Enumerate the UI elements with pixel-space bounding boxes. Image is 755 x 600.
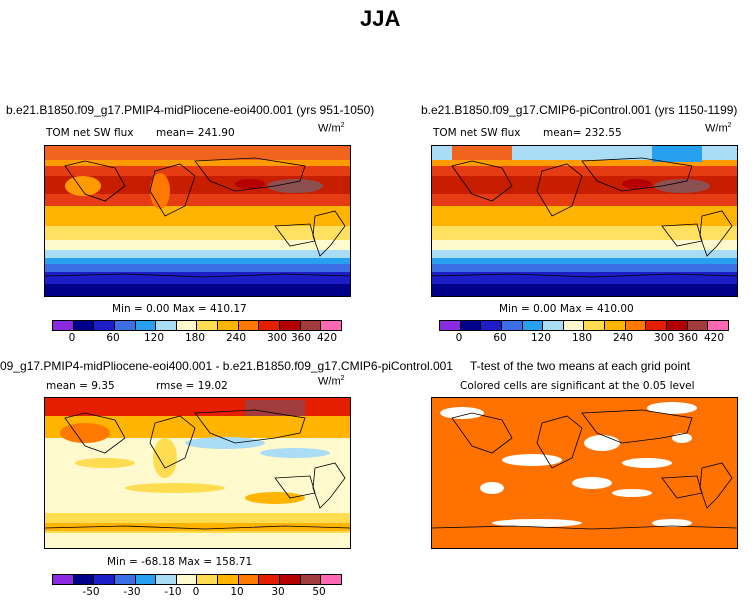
colorbar-tick: -50 xyxy=(82,586,100,598)
mean-label: mean= 232.55 xyxy=(543,127,622,139)
colorbar-swatch xyxy=(176,321,198,330)
colorbar-swatch xyxy=(687,321,709,330)
colorbar-swatch xyxy=(646,321,668,330)
colorbar-swatch xyxy=(156,321,177,330)
map-pliocene-sw-flux xyxy=(44,145,351,297)
colorbar-swatch xyxy=(176,575,198,584)
colorbar-swatch xyxy=(114,321,136,330)
colorbar-tick: 0 xyxy=(192,586,200,598)
colorbar-swatch xyxy=(238,321,260,330)
minmax-label: Min = -68.18 Max = 158.71 xyxy=(107,556,253,568)
colorbar-tick: 120 xyxy=(530,332,552,344)
colorbar-swatch xyxy=(667,321,688,330)
colorbar-swatch xyxy=(218,575,239,584)
colorbar-tick: 10 xyxy=(230,586,244,598)
colorbar-swatch xyxy=(625,321,647,330)
figure-title: JJA xyxy=(360,6,401,31)
colorbar-swatch xyxy=(238,575,260,584)
colorbar-swatch xyxy=(135,321,157,330)
variable-label: TOM net SW flux xyxy=(46,127,134,139)
units-label: W/m2 xyxy=(318,122,345,135)
panel-title-picontrol: b.e21.B1850.f09_g17.CMIP6-piControl.001 … xyxy=(421,103,738,117)
colorbar-swatch xyxy=(501,321,523,330)
colorbar-swatch xyxy=(53,575,74,584)
colorbar-tick: 0 xyxy=(68,332,76,344)
colorbar-tick: 180 xyxy=(571,332,593,344)
colorbar-tick: -10 xyxy=(164,586,182,598)
colorbar-tick: -30 xyxy=(123,586,141,598)
colorbar-swatch xyxy=(481,321,502,330)
colorbar-swatch xyxy=(259,321,281,330)
colorbar-tick: 50 xyxy=(312,586,326,598)
colorbar-tick: 300 xyxy=(266,332,288,344)
colorbar-swatch xyxy=(280,321,301,330)
minmax-label: Min = 0.00 Max = 410.00 xyxy=(499,303,634,315)
panel-title-pliocene: b.e21.B1850.f09_g17.PMIP4-midPliocene-eo… xyxy=(6,103,375,117)
colorbar-tick: 240 xyxy=(612,332,634,344)
colorbar-swatch xyxy=(708,321,728,330)
colorbar-swatch xyxy=(300,575,322,584)
panel-title-ttest: T-test of the two means at each grid poi… xyxy=(470,359,691,373)
mean-label: mean= 241.90 xyxy=(156,127,235,139)
rmse-label: rmse = 19.02 xyxy=(156,380,228,392)
colorbar-tick: 300 xyxy=(653,332,675,344)
colorbar-swatch xyxy=(218,321,239,330)
colorbar-swatch xyxy=(73,321,95,330)
map-ttest-significance xyxy=(431,397,738,549)
mean-label: mean = 9.35 xyxy=(46,380,115,392)
colorbar-swatch xyxy=(94,321,115,330)
colorbar-tick: 60 xyxy=(493,332,507,344)
colorbar-tick: 120 xyxy=(143,332,165,344)
colorbar-tick: 0 xyxy=(455,332,463,344)
colorbar-tick: 420 xyxy=(316,332,338,344)
colorbar-swatch xyxy=(300,321,322,330)
units-label: W/m2 xyxy=(705,122,732,135)
colorbar-swatch xyxy=(156,575,177,584)
colorbar-swatch xyxy=(280,575,301,584)
colorbar-difference xyxy=(52,574,342,585)
colorbar-swatch xyxy=(321,321,341,330)
colorbar-tick: 360 xyxy=(290,332,312,344)
colorbar-swatch xyxy=(53,321,74,330)
colorbar-swatch xyxy=(563,321,585,330)
map-picontrol-sw-flux xyxy=(431,145,738,297)
colorbar-tick: 360 xyxy=(677,332,699,344)
colorbar-swatch xyxy=(94,575,115,584)
units-label: W/m2 xyxy=(318,375,345,388)
colorbar-swatch xyxy=(114,575,136,584)
colorbar-swatch xyxy=(543,321,564,330)
colorbar-swatch xyxy=(321,575,341,584)
colorbar-swatch xyxy=(605,321,626,330)
colorbar-tick: 60 xyxy=(106,332,120,344)
colorbar-absolute-left xyxy=(52,320,342,331)
colorbar-swatch xyxy=(584,321,606,330)
variable-label: TOM net SW flux xyxy=(433,127,521,139)
colorbar-swatch xyxy=(135,575,157,584)
colorbar-absolute-right xyxy=(439,320,729,331)
colorbar-swatch xyxy=(522,321,544,330)
colorbar-swatch xyxy=(197,321,219,330)
colorbar-swatch xyxy=(460,321,482,330)
colorbar-swatch xyxy=(73,575,95,584)
colorbar-swatch xyxy=(197,575,219,584)
colorbar-tick: 180 xyxy=(184,332,206,344)
panel-title-difference: 09_g17.PMIP4-midPliocene-eoi400.001 - b.… xyxy=(0,359,453,373)
map-difference xyxy=(44,397,351,549)
colorbar-swatch xyxy=(259,575,281,584)
colorbar-tick: 30 xyxy=(271,586,285,598)
colorbar-swatch xyxy=(440,321,461,330)
minmax-label: Min = 0.00 Max = 410.17 xyxy=(112,303,247,315)
colorbar-tick: 240 xyxy=(225,332,247,344)
colorbar-tick: 420 xyxy=(703,332,725,344)
ttest-subtitle: Colored cells are significant at the 0.0… xyxy=(460,380,695,392)
